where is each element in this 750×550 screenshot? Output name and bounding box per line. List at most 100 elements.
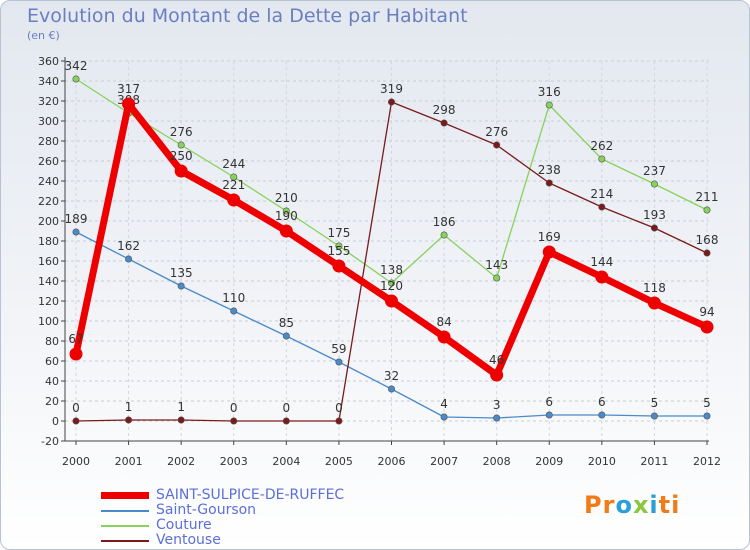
x-tick-label: 2000 (62, 455, 90, 468)
data-point-saint-gourson (650, 412, 658, 420)
legend-label: Saint-Gourson (156, 502, 257, 518)
data-point-saint-gourson (545, 411, 553, 419)
data-point-couture (72, 75, 80, 83)
data-label-saint-gourson: 162 (117, 239, 140, 253)
data-point-saint-gourson (230, 307, 238, 315)
x-tick-label: 2011 (640, 455, 668, 468)
data-label-saint-sulpice-de-ruffec: 84 (436, 315, 451, 329)
data-label-ventouse: 319 (380, 82, 403, 96)
data-label-saint-sulpice-de-ruffec: 94 (699, 305, 714, 319)
data-label-saint-gourson: 110 (222, 291, 245, 305)
data-point-couture (650, 180, 658, 188)
data-label-ventouse: 214 (590, 187, 613, 201)
data-label-couture: 143 (485, 258, 508, 272)
y-tick-label: 220 (38, 195, 59, 208)
x-tick-label: 2001 (115, 455, 143, 468)
data-point-ventouse (545, 179, 553, 187)
x-tick-label: 2012 (693, 455, 721, 468)
y-tick-label: -20 (41, 435, 59, 448)
y-tick-label: 0 (52, 415, 59, 428)
data-point-couture (598, 155, 606, 163)
data-label-couture: 138 (380, 263, 403, 277)
y-tick-label: 360 (38, 55, 59, 68)
data-point-saint-gourson (440, 413, 448, 421)
data-point-saint-sulpice-de-ruffec (542, 245, 556, 259)
data-label-couture: 262 (590, 139, 613, 153)
y-tick-label: 40 (45, 375, 59, 388)
legend-swatch (101, 509, 149, 512)
data-label-ventouse: 0 (283, 401, 291, 415)
y-axis-unit: (en €) (27, 29, 60, 42)
data-point-saint-sulpice-de-ruffec (647, 296, 661, 310)
data-point-ventouse (177, 416, 185, 424)
data-point-ventouse (282, 417, 290, 425)
y-tick-label: 80 (45, 335, 59, 348)
data-point-saint-gourson (493, 414, 501, 422)
data-point-ventouse (387, 98, 395, 106)
data-point-ventouse (598, 203, 606, 211)
logo-letter: i (671, 491, 681, 519)
data-label-saint-gourson: 6 (545, 395, 553, 409)
data-point-saint-gourson (125, 255, 133, 263)
data-label-saint-gourson: 5 (651, 396, 659, 410)
x-tick-label: 2004 (272, 455, 300, 468)
x-tick-label: 2003 (220, 455, 248, 468)
data-point-saint-sulpice-de-ruffec (332, 259, 346, 273)
data-point-ventouse (230, 417, 238, 425)
data-point-saint-gourson (335, 358, 343, 366)
data-label-ventouse: 298 (433, 103, 456, 117)
data-label-couture: 211 (696, 190, 719, 204)
data-point-saint-sulpice-de-ruffec (279, 224, 293, 238)
y-tick-label: 160 (38, 255, 59, 268)
data-point-saint-gourson (177, 282, 185, 290)
data-label-saint-gourson: 4 (440, 397, 448, 411)
x-tick-label: 2005 (325, 455, 353, 468)
logo-letter: x (632, 491, 650, 519)
legend-swatch (101, 524, 149, 527)
legend-label: SAINT-SULPICE-DE-RUFFEC (156, 487, 345, 503)
data-label-saint-gourson: 135 (170, 266, 193, 280)
x-tick-label: 2010 (588, 455, 616, 468)
data-point-ventouse (650, 224, 658, 232)
y-tick-label: 240 (38, 175, 59, 188)
y-tick-label: 180 (38, 235, 59, 248)
y-tick-label: 100 (38, 315, 59, 328)
chart-title: Evolution du Montant de la Dette par Hab… (27, 5, 468, 27)
data-point-ventouse (335, 417, 343, 425)
y-tick-label: 260 (38, 155, 59, 168)
y-tick-label: 200 (38, 215, 59, 228)
data-point-saint-gourson (387, 385, 395, 393)
proxiti-logo: Proxiti (584, 491, 680, 519)
data-label-ventouse: 0 (335, 401, 343, 415)
x-tick-label: 2007 (430, 455, 458, 468)
data-point-couture (230, 173, 238, 181)
data-point-ventouse (125, 416, 133, 424)
logo-letter: i (649, 491, 659, 519)
data-label-saint-gourson: 5 (703, 396, 711, 410)
data-label-saint-gourson: 59 (331, 342, 346, 356)
data-point-saint-sulpice-de-ruffec (227, 193, 241, 207)
data-point-ventouse (440, 119, 448, 127)
y-tick-label: 320 (38, 95, 59, 108)
data-label-ventouse: 0 (72, 401, 80, 415)
data-label-ventouse: 276 (485, 125, 508, 139)
data-label-couture: 186 (433, 215, 456, 229)
data-label-ventouse: 1 (177, 400, 185, 414)
legend-swatch (101, 539, 149, 542)
data-label-couture: 276 (170, 125, 193, 139)
y-tick-label: 120 (38, 295, 59, 308)
data-label-ventouse: 168 (696, 233, 719, 247)
data-label-ventouse: 1 (125, 400, 133, 414)
data-point-ventouse (703, 249, 711, 257)
data-point-saint-sulpice-de-ruffec (174, 164, 188, 178)
data-point-couture (703, 206, 711, 214)
data-point-couture (545, 101, 553, 109)
data-point-couture (177, 141, 185, 149)
data-point-saint-sulpice-de-ruffec (700, 320, 714, 334)
data-label-saint-sulpice-de-ruffec: 120 (380, 279, 403, 293)
y-tick-label: 340 (38, 75, 59, 88)
data-point-couture (335, 242, 343, 250)
data-point-saint-sulpice-de-ruffec (437, 330, 451, 344)
data-label-saint-sulpice-de-ruffec: 144 (590, 255, 613, 269)
